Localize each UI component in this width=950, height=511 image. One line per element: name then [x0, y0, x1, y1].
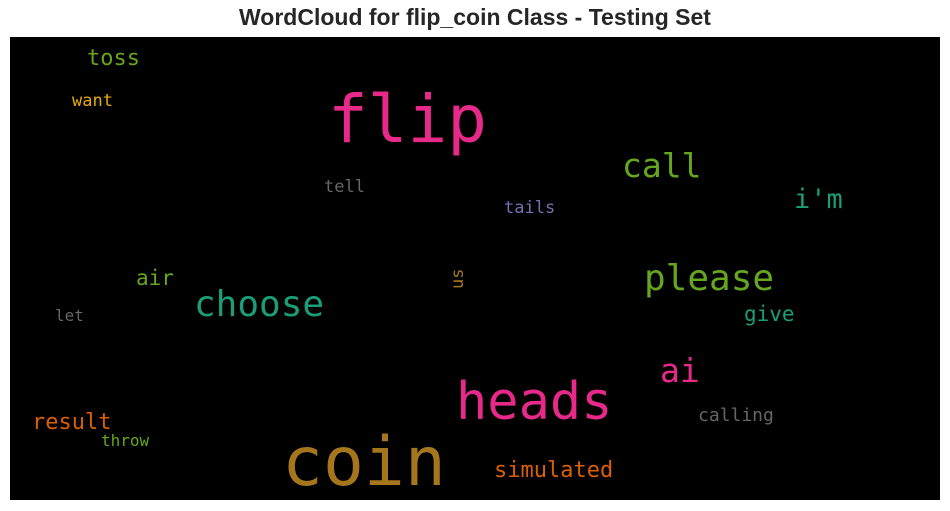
- word-ai: ai: [660, 351, 700, 390]
- word-simulated: simulated: [494, 458, 614, 483]
- word-calling: calling: [698, 405, 774, 426]
- word-want: want: [72, 91, 113, 111]
- wordcloud-canvas: flip coin heads choose please call ai i'…: [10, 37, 940, 500]
- word-coin: coin: [282, 423, 446, 500]
- word-tails: tails: [504, 198, 556, 218]
- word-result: result: [32, 410, 112, 435]
- word-im: i'm: [794, 184, 843, 215]
- word-throw: throw: [101, 431, 150, 450]
- word-choose: choose: [194, 284, 325, 325]
- word-let: let: [55, 306, 84, 325]
- word-heads: heads: [456, 372, 613, 432]
- word-us: us: [448, 268, 468, 289]
- word-toss: toss: [87, 46, 140, 71]
- word-call: call: [622, 146, 702, 185]
- chart-title: WordCloud for flip_coin Class - Testing …: [239, 4, 711, 30]
- word-please: please: [644, 258, 775, 299]
- word-air: air: [136, 266, 174, 290]
- word-tell: tell: [324, 177, 365, 197]
- word-give: give: [744, 302, 795, 326]
- word-flip: flip: [328, 81, 487, 158]
